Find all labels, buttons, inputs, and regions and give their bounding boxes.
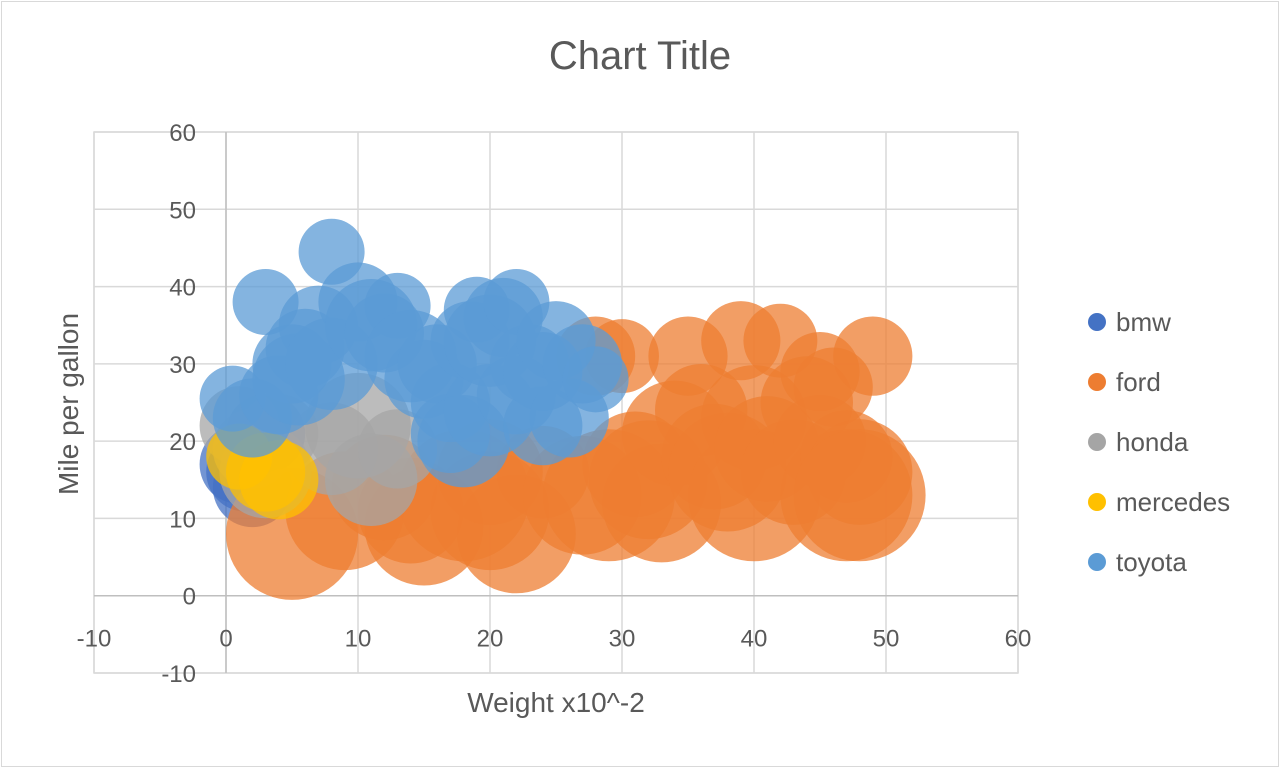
legend-item-toyota: toyota bbox=[1088, 532, 1230, 592]
legend-item-mercedes: mercedes bbox=[1088, 472, 1230, 532]
legend-label: toyota bbox=[1116, 546, 1187, 577]
legend-marker-icon bbox=[1088, 313, 1106, 331]
x-tick-label: 40 bbox=[741, 626, 768, 653]
x-axis-title: Weight x10^-2 bbox=[467, 687, 645, 718]
bubble-ford bbox=[793, 429, 926, 562]
legend-label: bmw bbox=[1116, 306, 1171, 337]
bubble-mercedes bbox=[239, 440, 319, 520]
legend-item-bmw: bmw bbox=[1088, 292, 1230, 352]
y-tick-label: 20 bbox=[169, 429, 196, 456]
y-tick-label: 30 bbox=[169, 352, 196, 379]
x-tick-label: 20 bbox=[477, 626, 504, 653]
legend-label: mercedes bbox=[1116, 486, 1231, 517]
bubble-ford bbox=[833, 316, 913, 396]
legend-label: honda bbox=[1116, 426, 1189, 457]
x-tick-label: 60 bbox=[1005, 626, 1032, 653]
x-tick-label: 50 bbox=[873, 626, 900, 653]
legend: bmw ford honda mercedes toyota bbox=[1088, 292, 1230, 592]
y-tick-label: 60 bbox=[169, 120, 196, 147]
legend-item-ford: ford bbox=[1088, 352, 1230, 412]
y-tick-label: 50 bbox=[169, 197, 196, 224]
x-tick-label: 30 bbox=[609, 626, 636, 653]
x-tick-label: 10 bbox=[345, 626, 372, 653]
legend-marker-icon bbox=[1088, 553, 1106, 571]
y-tick-label: -10 bbox=[161, 661, 196, 688]
chart-title: Chart Title bbox=[548, 34, 732, 78]
y-tick-label: 10 bbox=[169, 506, 196, 533]
y-tick-label: 0 bbox=[183, 584, 196, 611]
y-tick-label: 40 bbox=[169, 275, 196, 302]
bubble-layer bbox=[199, 218, 926, 600]
legend-label: ford bbox=[1116, 366, 1161, 397]
legend-marker-icon bbox=[1088, 493, 1106, 511]
legend-marker-icon bbox=[1088, 373, 1106, 391]
tick-label-layer: -10 0 10 20 30 40 50 60 -10 0 10 20 30 40 50 60 bbox=[77, 120, 1032, 688]
x-tick-label: 0 bbox=[219, 626, 232, 653]
bubble-toyota bbox=[562, 346, 629, 413]
legend-item-honda: honda bbox=[1088, 412, 1230, 472]
legend-marker-icon bbox=[1088, 433, 1106, 451]
x-tick-label: -10 bbox=[77, 626, 112, 653]
y-axis-title: Mile per gallon bbox=[53, 313, 84, 495]
